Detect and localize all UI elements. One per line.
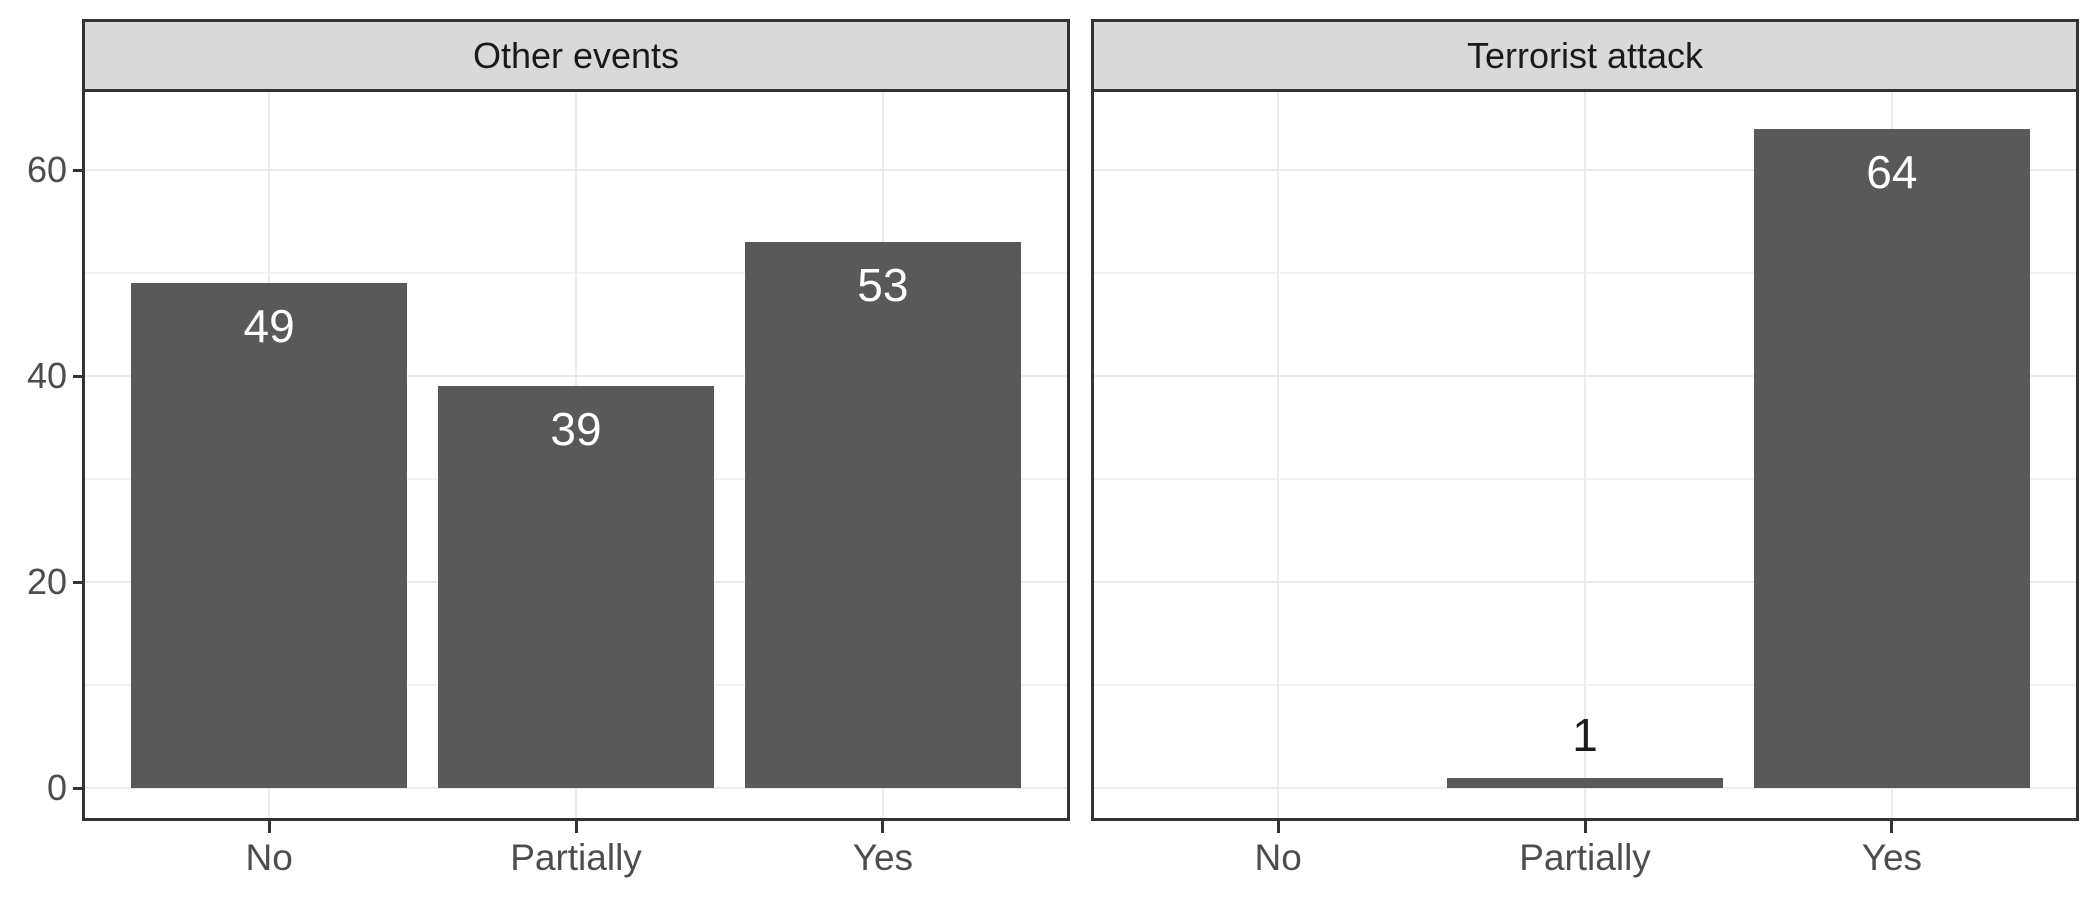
- facet-strip-other-events: Other events: [82, 19, 1070, 93]
- x-axis-category-label: No: [245, 837, 293, 878]
- gridline-major-x: [1277, 92, 1280, 818]
- bar-yes: [744, 242, 1021, 788]
- bar-value-label: 1: [1572, 708, 1598, 761]
- x-axis-tick-mark: [1890, 820, 1894, 833]
- y-axis-tick-label: 60: [26, 149, 67, 190]
- y-axis-tick-mark: [73, 786, 85, 790]
- y-axis-tick-label: 40: [26, 355, 67, 396]
- y-axis-tick-mark: [73, 168, 85, 172]
- x-axis-category-label: Partially: [1519, 837, 1651, 878]
- facet-strip-terrorist-attack: Terrorist attack: [1091, 19, 2079, 93]
- y-axis-tick-mark: [73, 374, 85, 378]
- bar-partially: [1447, 777, 1723, 788]
- bar-value-label: 49: [243, 300, 295, 353]
- facet-panel-other-events: 49 39 53: [82, 89, 1070, 821]
- y-axis-tick-label: 20: [26, 561, 67, 602]
- bar-partially: [438, 386, 714, 788]
- facet-panel-terrorist-attack: 1 64: [1091, 89, 2079, 821]
- y-axis-tick-mark: [73, 580, 85, 584]
- x-axis-tick-mark: [881, 820, 885, 833]
- x-axis-category-label: Yes: [1861, 837, 1923, 878]
- x-axis-tick-mark: [1583, 820, 1587, 833]
- facet-strip-label: Other events: [472, 35, 680, 76]
- bar-value-label: 39: [550, 403, 602, 456]
- x-axis-tick-mark: [267, 820, 271, 833]
- facet-strip-label: Terrorist attack: [1466, 35, 1704, 76]
- x-axis-category-label: Yes: [852, 837, 914, 878]
- y-axis-tick-label: 0: [46, 767, 67, 808]
- bar-yes: [1753, 128, 2030, 788]
- x-axis-category-label: No: [1254, 837, 1302, 878]
- x-axis-tick-mark: [1276, 820, 1280, 833]
- bar-value-label: 64: [1866, 145, 1918, 198]
- plot-area: 49 39 53: [85, 92, 1067, 818]
- x-axis-category-label: Partially: [510, 837, 642, 878]
- bar-no: [131, 283, 408, 788]
- plot-area: 1 64: [1094, 92, 2076, 818]
- bar-value-label: 53: [857, 259, 909, 312]
- x-axis-tick-mark: [574, 820, 578, 833]
- gridline-major-x: [1584, 92, 1586, 818]
